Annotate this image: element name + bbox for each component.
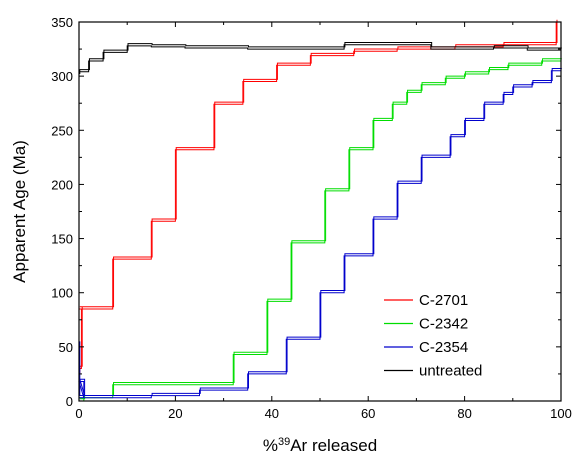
y-tick-label: 300	[51, 69, 73, 84]
y-tick-label: 250	[51, 123, 73, 138]
legend-entry: C-2701	[384, 292, 468, 309]
series-line-duplicate	[79, 19, 558, 374]
series-line	[78, 44, 561, 77]
x-tick-label: 100	[550, 406, 572, 421]
x-axis-title-superscript: 39	[278, 436, 290, 448]
legend-label: C-2701	[419, 292, 468, 309]
legend-label: C-2354	[419, 339, 468, 356]
y-tick-label: 200	[51, 177, 73, 192]
series-line-duplicate	[79, 42, 562, 74]
legend: C-2701 C-2342 C-2354 untreated	[384, 292, 482, 380]
series-c-2342	[79, 58, 562, 402]
series-c-2701	[78, 19, 558, 377]
series-line	[79, 60, 561, 402]
legend-entry: C-2342	[384, 316, 468, 333]
legend-entry: C-2354	[384, 339, 468, 356]
axis-ticks	[78, 21, 562, 402]
series-untreated	[78, 42, 562, 77]
y-axis-title: Apparent Age (Ma)	[10, 140, 29, 283]
series-line-duplicate	[79, 68, 562, 397]
series-c-2354	[78, 68, 562, 399]
x-tick-label: 60	[361, 406, 375, 421]
legend-label: C-2342	[419, 316, 468, 333]
series-line-duplicate	[79, 58, 562, 400]
plot-frame	[78, 21, 562, 402]
y-tick-label: 150	[51, 232, 73, 247]
x-axis-title: %39Ar released	[263, 436, 377, 455]
legend-label: untreated	[419, 363, 482, 380]
y-tick-label: 350	[51, 15, 73, 30]
x-tick-label: 0	[75, 406, 82, 421]
plot-area	[78, 19, 562, 402]
x-tick-label: 20	[168, 406, 182, 421]
y-tick-label: 50	[59, 340, 73, 355]
x-axis-title-prefix: %	[263, 436, 278, 455]
x-axis-title-suffix: Ar released	[290, 436, 377, 455]
axis-tick-labels: 0 20 40 60 80 100 0 50 100 150 200 250 300 350	[51, 15, 572, 421]
x-tick-label: 40	[265, 406, 279, 421]
y-tick-label: 100	[51, 286, 73, 301]
x-tick-label: 80	[457, 406, 471, 421]
y-tick-label: 0	[66, 394, 73, 409]
series-line	[78, 70, 561, 399]
series-line	[78, 22, 557, 377]
legend-entry: untreated	[384, 363, 482, 380]
